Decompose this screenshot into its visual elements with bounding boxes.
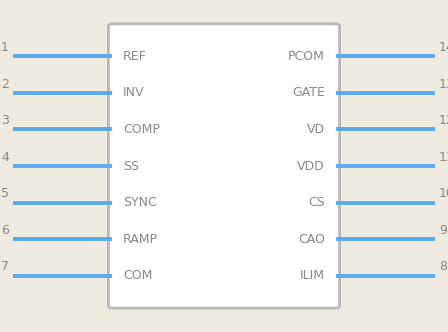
Text: 12: 12 bbox=[439, 114, 448, 127]
Text: 1: 1 bbox=[1, 41, 9, 54]
Text: 6: 6 bbox=[1, 224, 9, 237]
Text: CAO: CAO bbox=[298, 232, 325, 246]
Text: 8: 8 bbox=[439, 260, 447, 274]
Text: VDD: VDD bbox=[297, 159, 325, 173]
Text: 10: 10 bbox=[439, 187, 448, 201]
Text: 13: 13 bbox=[439, 78, 448, 91]
Text: 5: 5 bbox=[1, 187, 9, 201]
Text: 9: 9 bbox=[439, 224, 447, 237]
Text: INV: INV bbox=[123, 86, 145, 100]
Text: GATE: GATE bbox=[292, 86, 325, 100]
Text: CS: CS bbox=[308, 196, 325, 209]
Text: ILIM: ILIM bbox=[300, 269, 325, 282]
Text: 11: 11 bbox=[439, 151, 448, 164]
Text: REF: REF bbox=[123, 50, 147, 63]
Text: SYNC: SYNC bbox=[123, 196, 157, 209]
Text: 3: 3 bbox=[1, 114, 9, 127]
Text: 7: 7 bbox=[1, 260, 9, 274]
Text: COM: COM bbox=[123, 269, 153, 282]
Text: 2: 2 bbox=[1, 78, 9, 91]
Text: 14: 14 bbox=[439, 41, 448, 54]
Text: COMP: COMP bbox=[123, 123, 160, 136]
Text: SS: SS bbox=[123, 159, 139, 173]
FancyBboxPatch shape bbox=[108, 24, 340, 308]
Text: PCOM: PCOM bbox=[288, 50, 325, 63]
Text: 4: 4 bbox=[1, 151, 9, 164]
Text: RAMP: RAMP bbox=[123, 232, 158, 246]
Text: VD: VD bbox=[307, 123, 325, 136]
